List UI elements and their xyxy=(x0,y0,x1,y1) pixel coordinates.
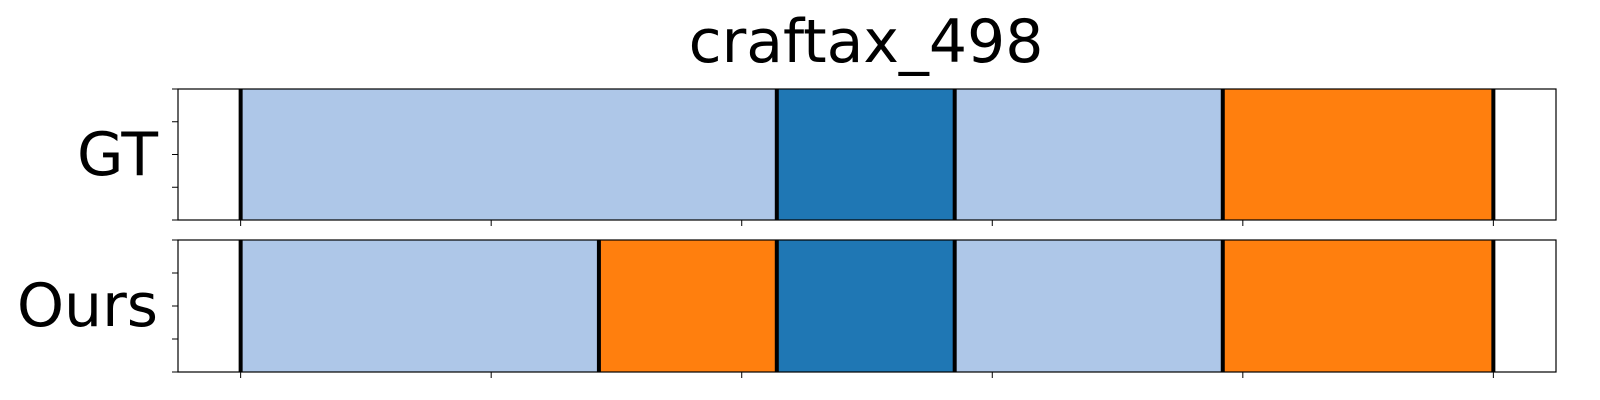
row-label-gt: GT xyxy=(77,120,158,190)
segment-ours-2 xyxy=(776,240,955,372)
segment-gt-1 xyxy=(776,89,955,220)
segment-gt-2 xyxy=(954,89,1223,220)
segment-gt-0 xyxy=(240,89,777,220)
row-label-ours: Ours xyxy=(17,271,158,341)
chart-title: craftax_498 xyxy=(689,7,1044,77)
segment-gt-3 xyxy=(1222,89,1494,220)
segment-ours-0 xyxy=(240,240,599,372)
segment-ours-1 xyxy=(598,240,777,372)
segment-ours-3 xyxy=(954,240,1223,372)
chart-panels xyxy=(172,88,1557,378)
segment-ours-4 xyxy=(1222,240,1494,372)
